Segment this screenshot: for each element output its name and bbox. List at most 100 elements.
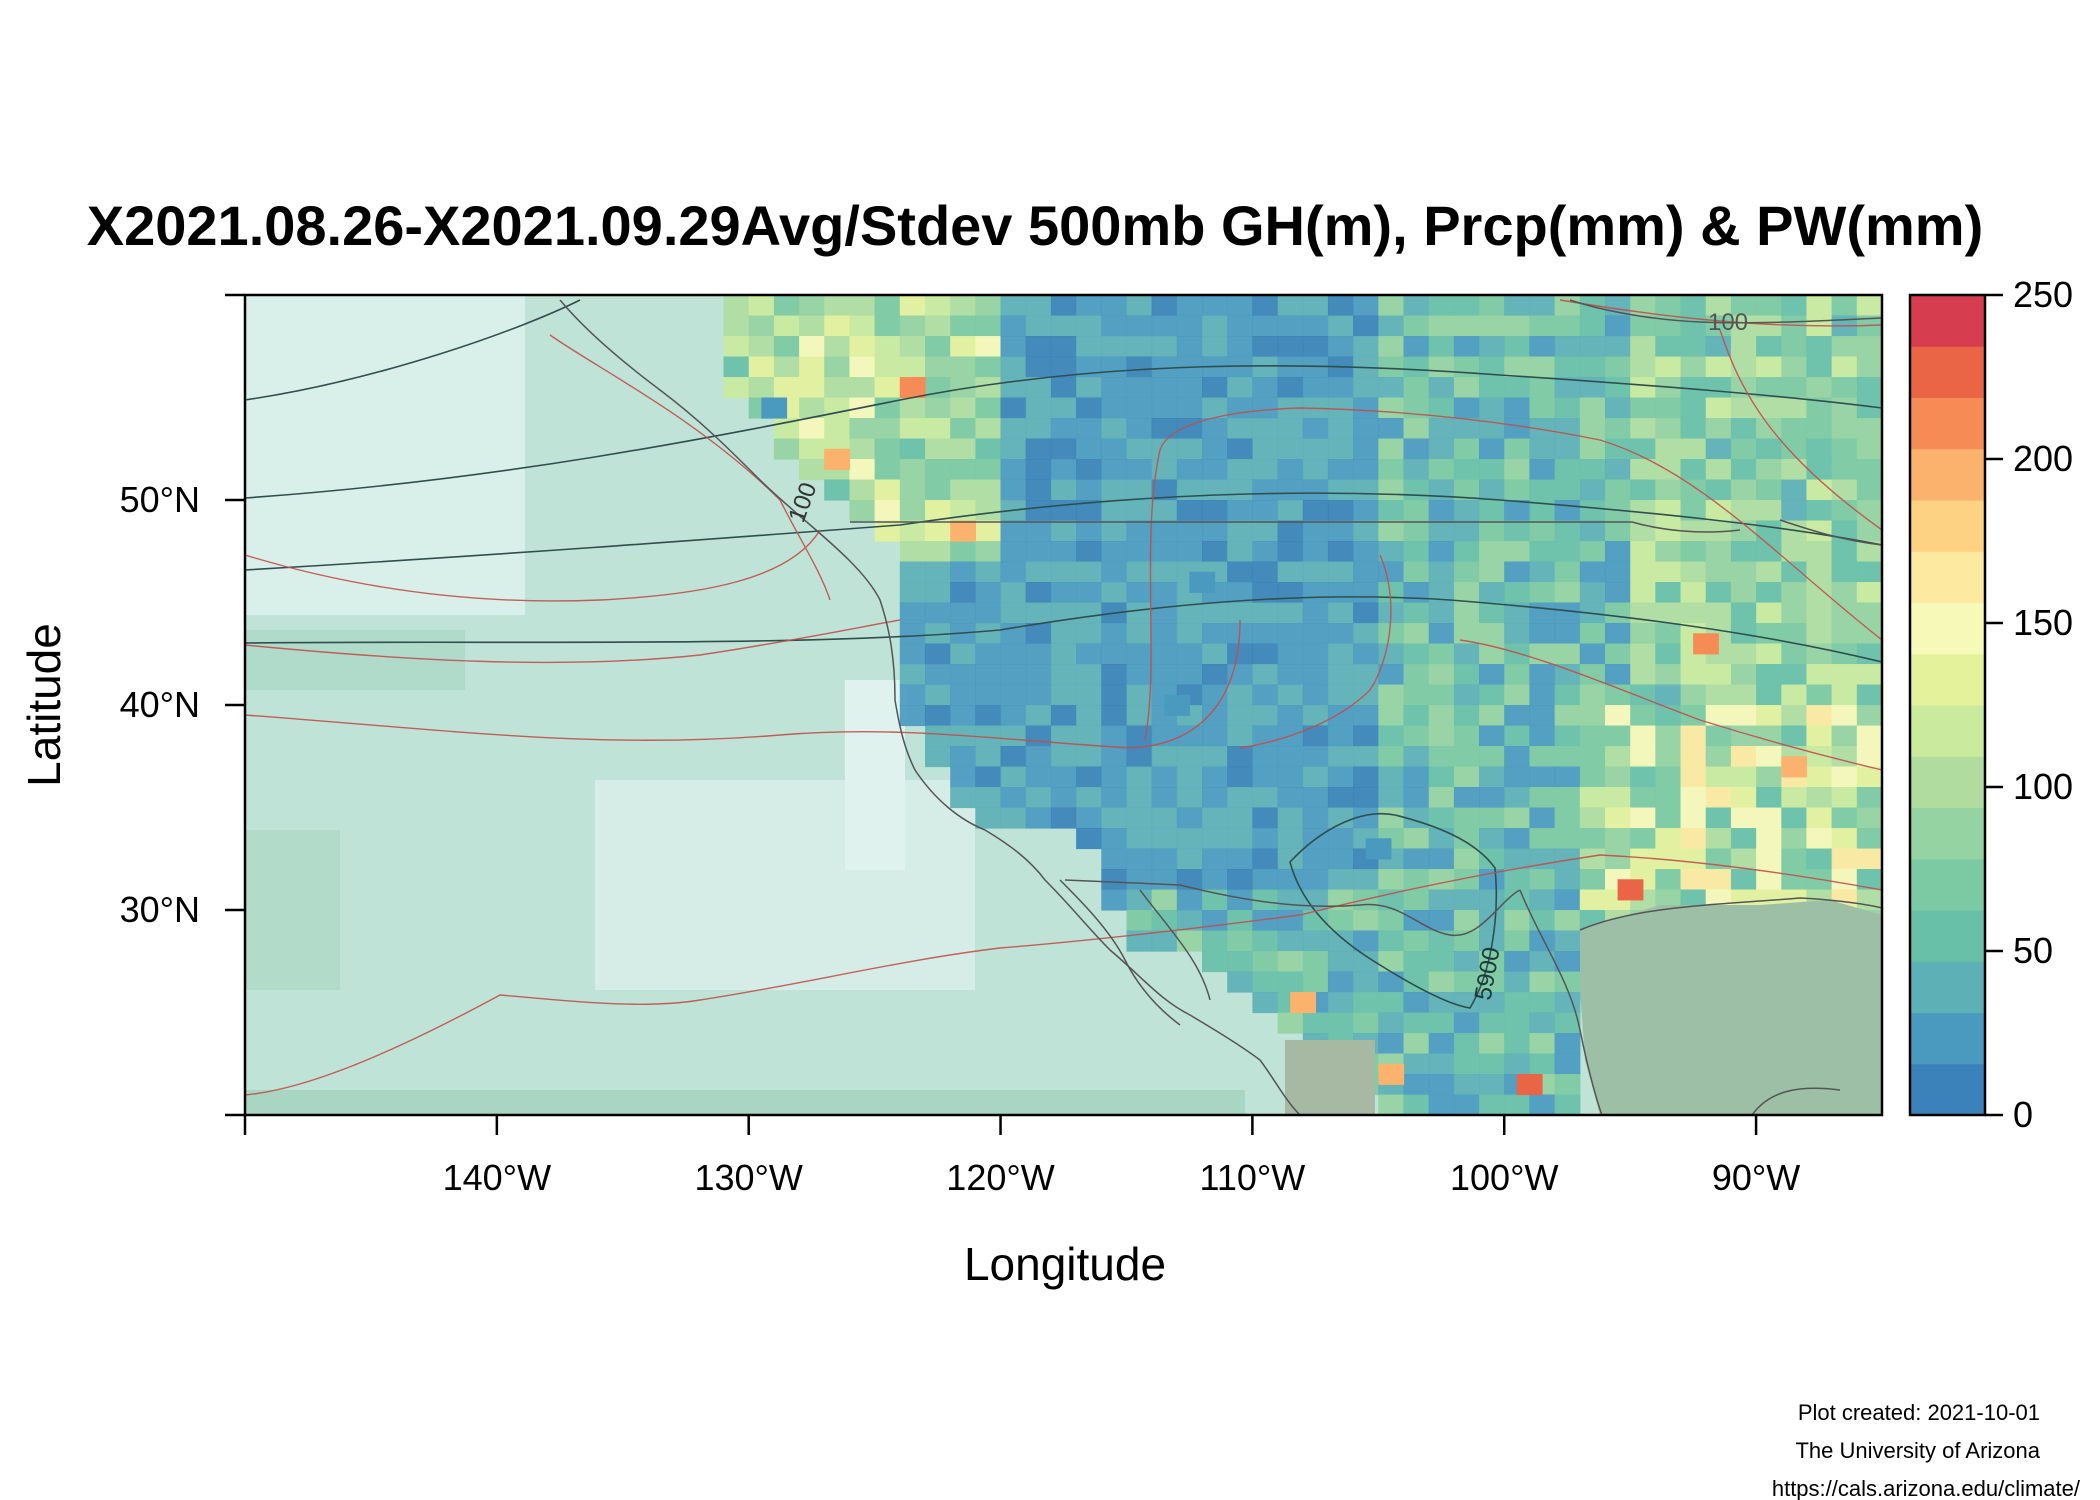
precip-cell — [1806, 684, 1833, 706]
colorbar-tick-label: 250 — [2013, 274, 2073, 315]
colorbar-tick-label: 50 — [2013, 930, 2053, 971]
precip-cell — [1705, 356, 1732, 378]
precip-cell — [1277, 746, 1304, 768]
precip-cell — [1378, 561, 1405, 583]
precip-cell — [1428, 397, 1455, 419]
precip-cell — [1554, 746, 1581, 768]
precip-cell — [1151, 356, 1178, 378]
precip-cell — [1428, 643, 1455, 665]
precip-cell — [1050, 582, 1077, 604]
precip-cell — [1856, 377, 1882, 399]
precip-cell — [1025, 623, 1052, 645]
precip-cell — [1227, 705, 1253, 727]
precip-cell — [1453, 315, 1480, 337]
precip-cell — [1000, 643, 1027, 665]
precip-cell — [1554, 500, 1581, 522]
precip-cell — [1579, 828, 1606, 850]
precip-cell — [950, 295, 976, 317]
colorbar-segment — [1910, 1012, 1985, 1065]
precip-cell — [1126, 643, 1153, 665]
precip-cell — [1126, 807, 1153, 829]
precip-cell — [1730, 582, 1757, 604]
precip-grid — [723, 295, 1882, 1115]
precip-cell — [1831, 848, 1858, 870]
precip-cell — [1856, 520, 1882, 542]
precip-cell — [1277, 910, 1304, 932]
precip-cell — [1831, 664, 1858, 686]
precip-cell — [1403, 992, 1430, 1014]
precip-cell — [1277, 869, 1304, 891]
precip-cell — [1554, 664, 1581, 686]
precip-cell — [1579, 746, 1606, 768]
precip-cell — [950, 787, 976, 809]
precip-cell — [1050, 459, 1077, 481]
precip-cell — [1403, 541, 1430, 563]
precip-cell-highlight — [1290, 992, 1316, 1014]
precip-cell — [1025, 643, 1052, 665]
canada-us-border — [850, 521, 1741, 533]
precip-cell — [1781, 377, 1808, 399]
precip-cell — [1403, 438, 1430, 460]
precip-cell — [1202, 520, 1228, 542]
precip-cell — [1378, 438, 1405, 460]
precip-cell — [1000, 418, 1027, 440]
precip-cell — [1781, 869, 1808, 891]
precip-cell — [1277, 336, 1304, 358]
precip-cell — [1302, 418, 1329, 440]
precip-cell — [1126, 787, 1153, 809]
precip-cell — [1025, 397, 1052, 419]
pw-contour-e — [1144, 407, 1882, 741]
precip-cell — [1730, 438, 1757, 460]
precip-cell — [1151, 643, 1178, 665]
precip-cell — [1126, 295, 1153, 317]
precip-cell — [1579, 500, 1606, 522]
precip-cell — [1126, 418, 1153, 440]
precip-cell — [824, 479, 850, 501]
precip-cell — [1655, 664, 1682, 686]
precip-cell — [1000, 787, 1027, 809]
precip-cell — [1126, 336, 1153, 358]
precip-cell — [1403, 500, 1430, 522]
precip-cell — [874, 356, 901, 378]
precip-cell — [925, 377, 951, 399]
precip-cell — [1076, 418, 1102, 440]
precip-cell — [1428, 561, 1455, 583]
precip-cell — [1076, 479, 1102, 501]
precip-cell — [1403, 971, 1430, 993]
precip-cell — [1453, 705, 1480, 727]
precip-cell — [874, 500, 901, 522]
precip-cell — [849, 315, 876, 337]
colorbar-tick-label: 0 — [2013, 1094, 2033, 1135]
precip-cell — [1529, 828, 1556, 850]
precip-cell — [1327, 869, 1354, 891]
precip-cell — [1327, 377, 1354, 399]
precip-cell — [1302, 705, 1329, 727]
precip-cell — [1831, 438, 1858, 460]
precip-cell — [1327, 561, 1354, 583]
precip-cell — [1831, 377, 1858, 399]
precip-cell — [1076, 500, 1102, 522]
precip-cell — [1101, 725, 1128, 747]
precip-cell — [1756, 705, 1782, 727]
baja-peninsula — [1059, 879, 1211, 1026]
precip-cell — [824, 397, 850, 419]
precip-cell — [1605, 828, 1631, 850]
precip-cell — [1403, 1053, 1430, 1075]
precip-cell — [1655, 684, 1682, 706]
pw-contours — [245, 299, 1882, 1096]
precip-cell — [1655, 520, 1682, 542]
precip-cell — [1076, 705, 1102, 727]
precip-cell — [1630, 766, 1656, 788]
precip-cell — [1680, 295, 1707, 317]
precip-cell — [1479, 520, 1505, 542]
precip-cell — [1025, 725, 1052, 747]
precip-cell — [1605, 848, 1631, 870]
precip-cell — [1126, 397, 1153, 419]
precip-cell — [1806, 602, 1833, 624]
precip-cell — [1705, 787, 1732, 809]
precip-cell — [1176, 541, 1203, 563]
x-tick-label: 120°W — [946, 1157, 1054, 1198]
precip-cell — [1327, 848, 1354, 870]
precip-cell — [1202, 848, 1228, 870]
precip-cell — [1327, 459, 1354, 481]
